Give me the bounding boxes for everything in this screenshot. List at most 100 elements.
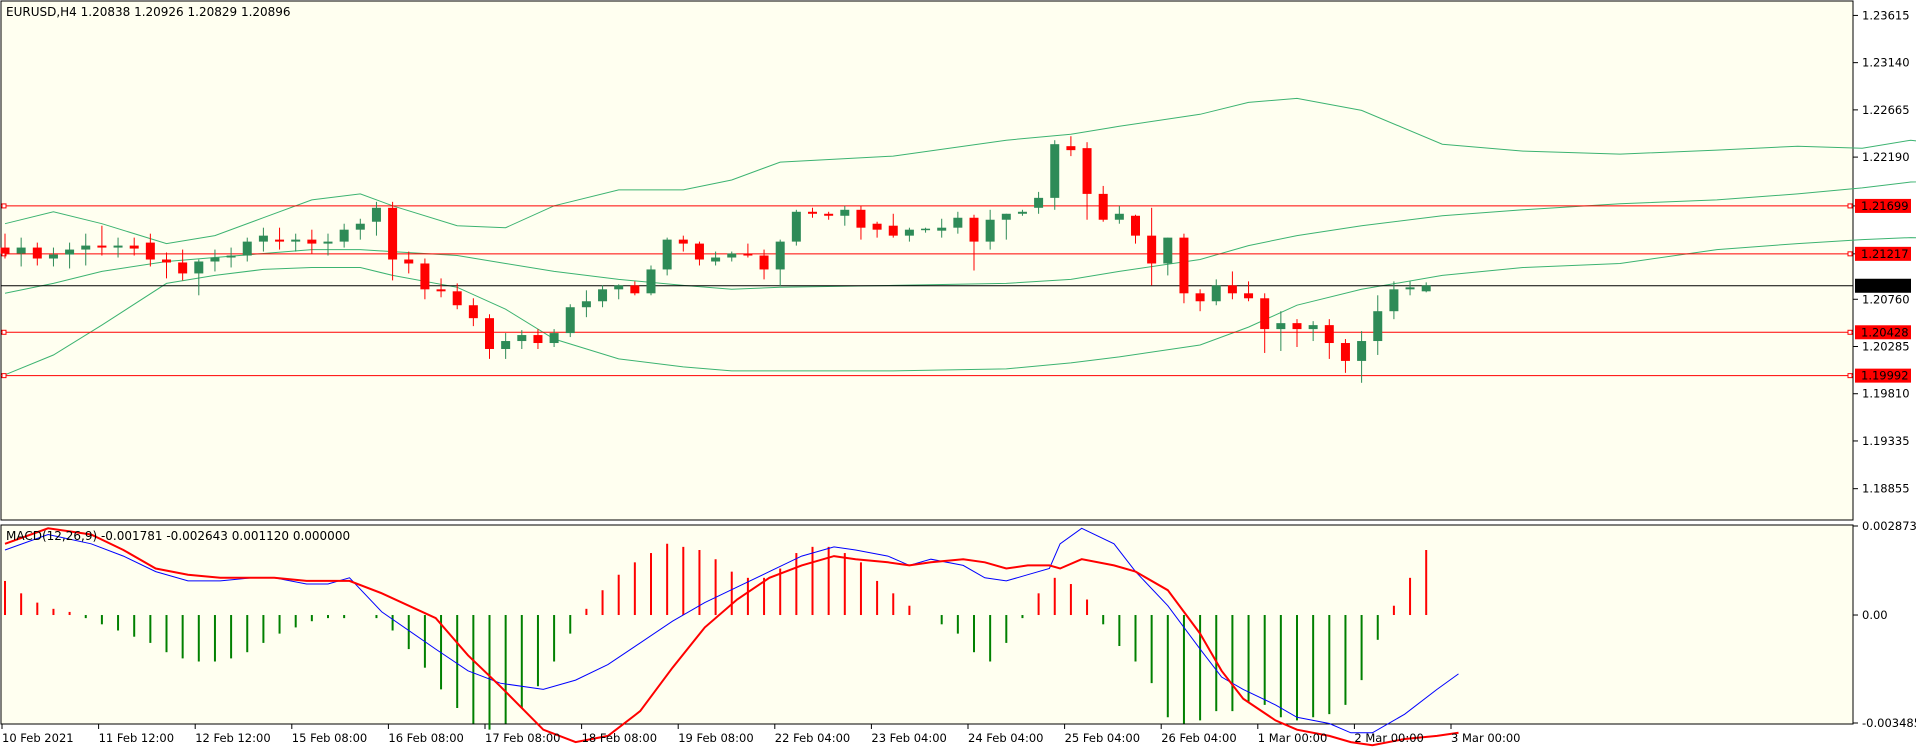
macd-pane[interactable]: MACD(12,26,9) -0.001781 -0.002643 0.0011…	[0, 524, 1854, 747]
price-tick-label: 1.23140	[1862, 56, 1910, 70]
candle-body	[48, 254, 58, 259]
level-price-tag	[1855, 246, 1911, 261]
candle-body	[856, 209, 866, 228]
time-tick-label: 24 Feb 04:00	[968, 731, 1043, 745]
time-tick-label: 10 Feb 2021	[2, 731, 74, 745]
candle-body	[1098, 193, 1108, 220]
level-handle	[1, 203, 7, 209]
time-tick-label: 19 Feb 08:00	[678, 731, 753, 745]
candle-body	[178, 262, 188, 274]
macd-lines	[4, 527, 1459, 747]
candle-body	[565, 307, 575, 334]
time-tick-label: 2 Mar 00:00	[1354, 731, 1423, 745]
candle-body	[1421, 285, 1431, 292]
candle-body	[904, 229, 914, 236]
price-tick-label: 1.22190	[1862, 150, 1910, 164]
macd-axis: 0.002873 0.00 -0.003485	[1853, 519, 1916, 730]
candle-body	[1292, 323, 1302, 330]
candle-body	[678, 239, 688, 244]
time-tick-label: 11 Feb 12:00	[99, 731, 174, 745]
candle-body	[32, 247, 42, 259]
macd-header: MACD(12,26,9) -0.001781 -0.002643 0.0011…	[6, 529, 350, 543]
candle-body	[194, 261, 204, 274]
candle-body	[1082, 148, 1092, 194]
candle-body	[1034, 197, 1044, 208]
level-handle	[1847, 373, 1853, 379]
time-tick-label: 17 Feb 08:00	[485, 731, 560, 745]
level-price-label: 1.19992	[1861, 369, 1909, 383]
candle-body	[307, 239, 317, 244]
candle-body	[598, 289, 608, 302]
candle-body	[371, 207, 381, 222]
candle-body	[1373, 311, 1383, 342]
candle-body	[824, 213, 834, 216]
time-tick-label: 3 Mar 00:00	[1451, 731, 1520, 745]
time-tick-label: 16 Feb 08:00	[388, 731, 463, 745]
level-price-label: 1.21217	[1861, 247, 1909, 261]
candle-body	[291, 239, 301, 242]
candle-body	[501, 341, 511, 349]
candle-body	[808, 211, 817, 214]
candle-body	[969, 217, 979, 242]
level-price-tag	[1855, 325, 1911, 340]
candle-body	[436, 289, 446, 292]
current-price-label: 1.20896	[1861, 279, 1909, 293]
macd-histogram	[4, 543, 1428, 730]
candle-body	[1179, 237, 1189, 294]
level-price-label: 1.21699	[1861, 199, 1909, 213]
candle-body	[694, 243, 704, 260]
macd-tick-label: 0.002873	[1862, 519, 1916, 533]
candle-body	[581, 301, 591, 308]
level-handle	[1, 329, 7, 335]
candle-body	[1131, 215, 1140, 236]
candle-body	[985, 219, 995, 242]
symbol-header: EURUSD,H4 1.20838 1.20926 1.20829 1.2089…	[6, 5, 291, 19]
signal-line	[4, 527, 1459, 747]
candle-body	[468, 305, 478, 319]
candle-body	[1324, 325, 1334, 344]
candle-body	[872, 223, 882, 230]
candle-body	[646, 269, 656, 294]
level-handle	[1847, 203, 1853, 209]
candle-body	[210, 257, 220, 262]
time-tick-label: 18 Feb 08:00	[582, 731, 657, 745]
candle-body	[339, 229, 349, 242]
candle-body	[404, 259, 414, 264]
level-price-tag	[1855, 198, 1911, 213]
candle-body	[258, 235, 268, 242]
candle-body	[1147, 235, 1157, 264]
macd-tick-label: 0.00	[1862, 608, 1888, 622]
level-price-tag	[1855, 368, 1911, 383]
candle-body	[1340, 343, 1350, 361]
candle-body	[937, 227, 947, 231]
candle-body	[16, 247, 26, 254]
time-tick-label: 12 Feb 12:00	[195, 731, 270, 745]
price-tick-label: 1.19810	[1862, 387, 1910, 401]
candle-body	[420, 263, 430, 290]
candle-body	[452, 291, 462, 306]
level-handle	[1847, 329, 1853, 335]
candle-body	[711, 257, 721, 262]
candle-body	[81, 245, 91, 250]
candle-body	[759, 255, 769, 270]
candle-body	[630, 285, 640, 294]
horizontal-levels[interactable]	[1, 203, 1853, 379]
time-tick-label: 26 Feb 04:00	[1161, 731, 1236, 745]
candle-body	[485, 318, 494, 349]
level-handle	[1, 373, 7, 379]
price-tick-label: 1.23615	[1862, 8, 1910, 22]
price-pane[interactable]: EURUSD,H4 1.20838 1.20926 1.20829 1.2089…	[0, 0, 1916, 521]
time-tick-label: 23 Feb 04:00	[871, 731, 946, 745]
candle-body	[953, 217, 963, 228]
level-handle	[1847, 251, 1853, 257]
candle-body	[1211, 285, 1221, 302]
time-tick-label: 25 Feb 04:00	[1065, 731, 1140, 745]
candle-body	[888, 225, 898, 236]
candle-body	[145, 242, 155, 260]
candle-body	[1114, 213, 1124, 220]
candle-body	[1405, 287, 1415, 290]
candle-body	[743, 253, 753, 256]
candle-body	[242, 241, 252, 256]
candle-body	[662, 239, 672, 270]
